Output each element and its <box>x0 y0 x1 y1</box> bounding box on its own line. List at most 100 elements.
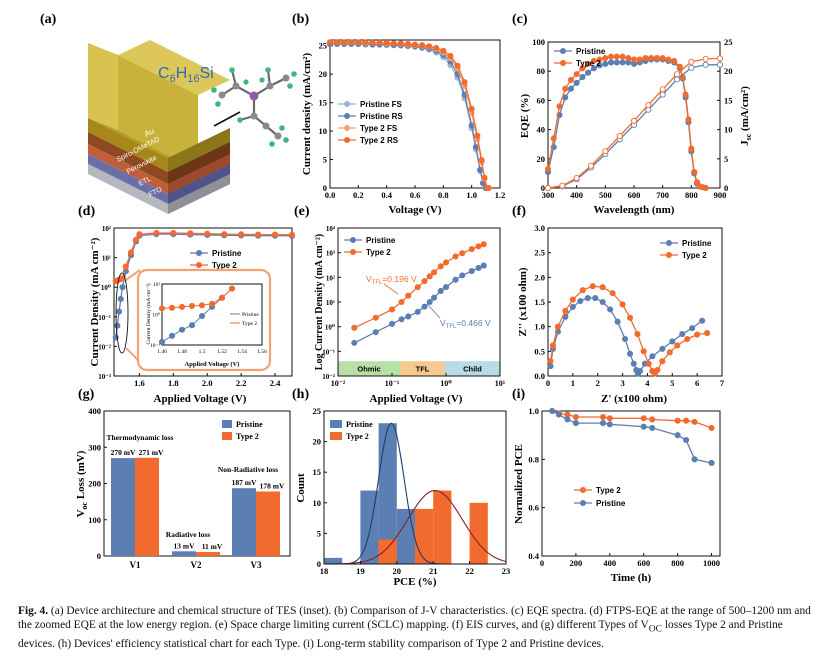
inset-x-label: Applied Voltage (V) <box>185 361 240 368</box>
inset-legend-label: Pristine <box>242 312 259 318</box>
data-point <box>383 39 390 46</box>
data-point <box>584 295 591 302</box>
data-point <box>649 353 656 360</box>
y-tick-label: 20 <box>537 154 546 164</box>
data-point <box>630 56 638 63</box>
data-point <box>238 231 245 238</box>
x-tick-label: 2 <box>596 378 600 388</box>
y-tick-label: 1.0 <box>528 406 539 416</box>
y-tick-label: 10⁻¹ <box>322 348 335 356</box>
y-tick-label: 40 <box>537 125 546 135</box>
data-point <box>579 65 586 72</box>
caption-voc-sub: OC <box>648 624 662 635</box>
y-tick-label: 0.5 <box>534 346 545 356</box>
x-category-label: V2 <box>191 560 202 570</box>
data-point <box>475 243 482 250</box>
inset-point <box>158 338 166 346</box>
data-point <box>421 303 428 310</box>
data-point <box>348 39 355 46</box>
bar <box>256 491 280 556</box>
data-point <box>459 272 466 279</box>
data-point <box>608 53 615 60</box>
data-point <box>419 42 426 49</box>
data-point <box>572 420 579 427</box>
y-tick-label: 0.0 <box>534 371 545 381</box>
data-point <box>433 44 440 52</box>
data-point <box>421 278 428 285</box>
panel-e: (e) Ohmic TFL Child 10⁻² 10⁻¹ 10⁰ 10¹ 10⁻² 10⁻¹ 10… <box>294 204 506 405</box>
data-point <box>398 316 405 323</box>
x-axis-label: Wavelength (nm) <box>594 204 675 216</box>
data-point <box>136 231 143 238</box>
data-point <box>114 322 121 329</box>
panel-b: (b) 0.0 0.2 0.4 0.6 0.8 1.0 1.2 0 5 10 15 20 25 Voltag… <box>292 12 505 216</box>
data-point <box>480 262 487 269</box>
y2-tick-label: 10 <box>724 125 733 135</box>
x-tick-label: 900 <box>714 190 727 200</box>
data-point <box>619 53 626 60</box>
annotation-arrow <box>427 304 441 319</box>
bar-value-label: 270 mV <box>111 448 136 457</box>
x-tick-label: 1000 <box>703 558 720 568</box>
data-point <box>607 306 614 313</box>
x-tick-label: 7 <box>720 378 725 388</box>
figure-caption: Fig. 4. (a) Device architecture and chem… <box>18 604 818 651</box>
y-tick-label: 10⁰ <box>101 284 111 292</box>
vtfl-sub: TFL <box>372 280 383 286</box>
perovskite-layer <box>88 144 168 194</box>
y-tick-label: 60 <box>537 95 546 105</box>
legend-swatch <box>222 420 232 428</box>
data-point <box>559 182 566 189</box>
y-tick-label: 0.6 <box>528 503 539 513</box>
data-point <box>642 55 649 62</box>
data-point <box>472 143 479 151</box>
y2-label-main: J <box>739 140 751 146</box>
legend-marker <box>559 47 567 55</box>
plot-frame <box>323 410 507 565</box>
data-point <box>547 358 554 365</box>
y-tick-label: 3.0 <box>534 223 545 233</box>
x-tick-label: 600 <box>637 558 650 568</box>
x-tick-label: 4 <box>645 378 650 388</box>
data-point <box>414 308 421 315</box>
x-tick-label: 0.0 <box>325 190 336 200</box>
x-tick-label: 2.4 <box>270 378 281 388</box>
legend-label: Pristine <box>366 236 396 245</box>
x-tick-label: 300 <box>542 190 555 200</box>
y-tick-label: 10⁻² <box>98 343 111 351</box>
y-tick-label: 15 <box>313 467 322 477</box>
fto-layer <box>88 164 168 214</box>
data-point <box>271 231 279 238</box>
y-tick-label: 2.5 <box>534 248 545 258</box>
x-tick-label: 6 <box>695 378 699 388</box>
data-point <box>288 231 296 238</box>
inset-x-tick: 1.56 <box>257 349 267 355</box>
data-point <box>369 39 376 46</box>
y-tick-label: 10¹ <box>326 299 335 307</box>
molecular-formula: C6H16Si <box>158 65 214 85</box>
legend-label: Type 2 <box>236 432 259 441</box>
y-tick-label: 10⁻¹ <box>98 314 111 322</box>
data-point <box>708 424 715 431</box>
fit-curve <box>324 490 507 565</box>
panel-label: (i) <box>512 387 526 402</box>
data-point <box>596 56 603 63</box>
y-tick-label: 10² <box>326 274 335 282</box>
legend-label: Type 2 <box>682 251 707 260</box>
data-point <box>221 231 228 238</box>
inset-legend-label: Type 2 <box>242 321 257 327</box>
data-point <box>590 57 597 65</box>
data-point <box>547 363 554 370</box>
data-point <box>636 56 643 63</box>
x-tick-label: 18 <box>320 566 329 576</box>
bar-value-label: 178 mV <box>260 481 285 490</box>
data-point <box>351 324 358 331</box>
legend-swatch <box>330 420 342 428</box>
histogram-bar <box>324 557 343 564</box>
legend-label: Type 2 <box>212 261 237 270</box>
data-point <box>468 105 475 112</box>
series-line <box>330 41 489 189</box>
data-point <box>602 55 609 62</box>
legend-swatch <box>330 432 342 440</box>
plot-frame <box>113 227 293 377</box>
